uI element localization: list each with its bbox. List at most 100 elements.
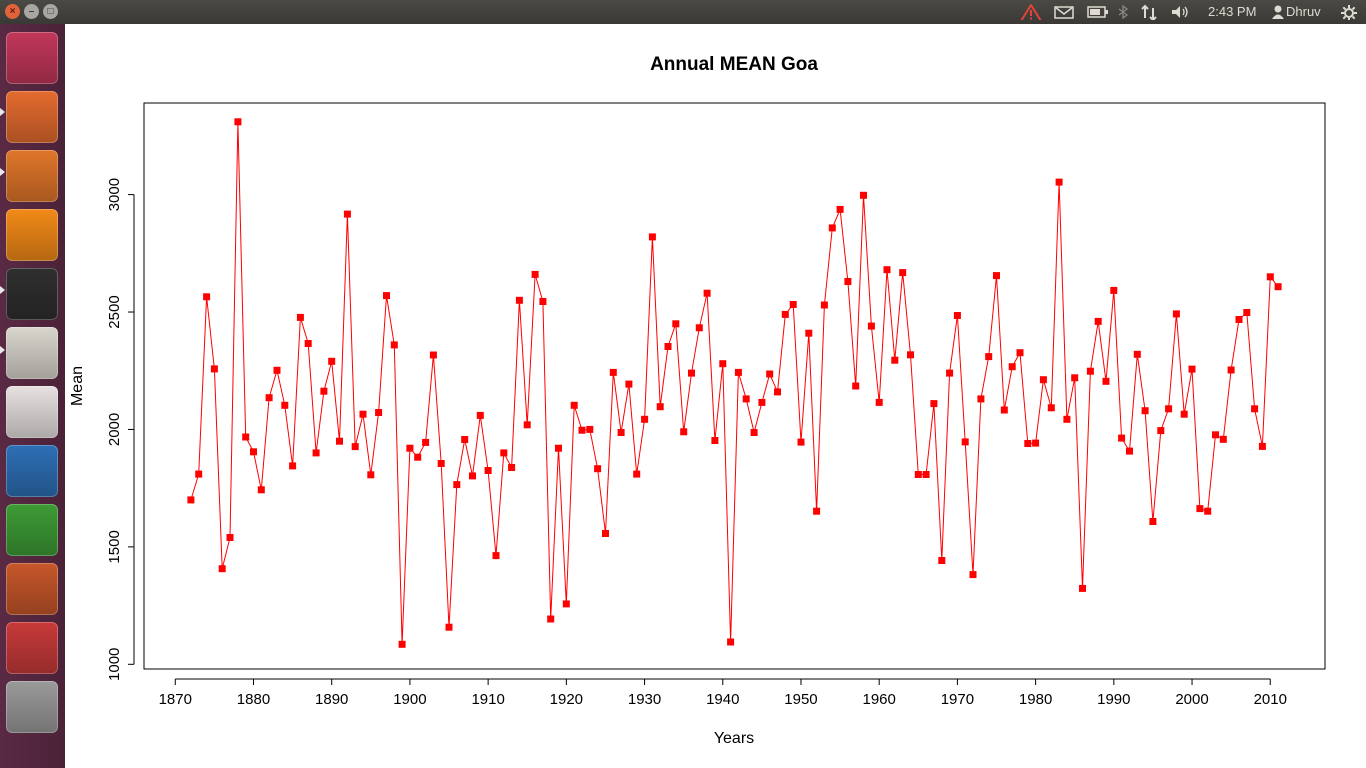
maximize-window-button[interactable]: □ xyxy=(43,4,58,19)
data-point xyxy=(328,357,336,365)
data-point xyxy=(484,467,492,474)
x-tick-label: 1940 xyxy=(706,691,739,708)
data-point xyxy=(617,429,625,436)
data-point xyxy=(899,269,907,277)
help-icon[interactable] xyxy=(6,681,58,733)
close-window-button[interactable]: × xyxy=(5,4,20,19)
document-viewer-icon[interactable] xyxy=(6,386,58,438)
impress-icon[interactable] xyxy=(6,563,58,615)
data-point xyxy=(273,366,281,374)
mail-icon[interactable] xyxy=(1054,4,1074,20)
system-settings-icon[interactable] xyxy=(6,622,58,674)
bluetooth-icon[interactable] xyxy=(1117,4,1129,20)
gear-icon[interactable] xyxy=(1340,4,1358,20)
data-point xyxy=(914,471,922,478)
data-point xyxy=(781,310,789,318)
data-point xyxy=(195,470,203,478)
data-point xyxy=(437,460,445,467)
data-point xyxy=(343,210,351,218)
data-point xyxy=(406,444,414,452)
data-point xyxy=(1055,178,1063,186)
ubuntu-dash-icon[interactable] xyxy=(6,32,58,84)
data-point xyxy=(1227,366,1235,374)
data-point xyxy=(453,481,461,489)
data-point xyxy=(1157,427,1165,435)
data-point xyxy=(492,552,500,560)
data-point xyxy=(813,507,821,515)
data-point xyxy=(1133,350,1141,358)
data-point xyxy=(946,369,954,377)
data-point xyxy=(883,266,891,274)
data-point xyxy=(1000,406,1008,414)
warning-icon[interactable] xyxy=(1020,4,1042,20)
data-point xyxy=(312,449,320,457)
data-point xyxy=(304,340,312,347)
data-point xyxy=(1032,439,1040,447)
data-point xyxy=(508,464,516,471)
minimize-window-button[interactable]: – xyxy=(24,4,39,19)
user-name[interactable]: Dhruv xyxy=(1286,4,1321,19)
data-point xyxy=(1063,415,1071,423)
data-point xyxy=(257,486,265,494)
data-point xyxy=(656,403,664,411)
y-axis-label: Mean xyxy=(69,366,86,406)
y-tick-label: 3000 xyxy=(106,178,123,211)
data-point xyxy=(461,436,469,443)
plot-frame xyxy=(143,102,1326,670)
running-indicator xyxy=(0,108,5,116)
data-point xyxy=(515,296,523,304)
data-point xyxy=(734,368,742,376)
data-point xyxy=(844,278,852,285)
launcher xyxy=(0,24,65,768)
data-point xyxy=(351,443,359,451)
data-point xyxy=(969,571,977,579)
data-point xyxy=(953,312,961,319)
battery-icon[interactable] xyxy=(1087,4,1109,20)
x-tick-label: 1900 xyxy=(393,691,426,708)
x-tick-label: 1880 xyxy=(237,691,270,708)
data-point xyxy=(695,324,703,332)
data-point xyxy=(774,388,781,396)
data-point xyxy=(1079,584,1086,592)
data-point xyxy=(836,205,844,213)
data-point xyxy=(703,289,711,297)
vlc-icon[interactable] xyxy=(6,209,58,261)
files-icon[interactable] xyxy=(6,91,58,143)
data-point xyxy=(985,353,993,361)
data-point xyxy=(570,401,578,409)
text-editor-icon[interactable] xyxy=(6,327,58,379)
x-tick-label: 1960 xyxy=(863,691,896,708)
running-indicator xyxy=(0,286,5,294)
clock-time[interactable]: 2:43 PM xyxy=(1208,4,1257,19)
data-point xyxy=(1188,365,1196,373)
y-tick-label: 2000 xyxy=(106,413,123,446)
data-point xyxy=(531,270,539,278)
data-point xyxy=(289,462,297,470)
data-point xyxy=(296,313,304,321)
data-point xyxy=(203,293,211,301)
data-point xyxy=(1251,405,1259,413)
data-point xyxy=(867,322,875,330)
chart-title: Annual MEAN Goa xyxy=(650,54,818,75)
writer-icon[interactable] xyxy=(6,445,58,497)
x-tick-label: 1890 xyxy=(315,691,348,708)
data-point xyxy=(476,411,484,419)
data-point xyxy=(828,224,836,232)
data-point xyxy=(414,453,422,461)
data-points xyxy=(187,118,1282,648)
data-point xyxy=(930,400,938,408)
data-point xyxy=(977,395,985,403)
running-indicator xyxy=(0,168,5,176)
data-point xyxy=(1016,349,1024,357)
data-point xyxy=(789,301,797,308)
data-point xyxy=(672,320,680,328)
terminal-icon[interactable] xyxy=(6,268,58,320)
calc-icon[interactable] xyxy=(6,504,58,556)
y-tick-label: 2500 xyxy=(106,295,123,328)
data-point xyxy=(1008,363,1016,371)
volume-icon[interactable] xyxy=(1170,4,1192,20)
firefox-icon[interactable] xyxy=(6,150,58,202)
network-icon[interactable] xyxy=(1140,4,1158,20)
data-point xyxy=(250,448,257,456)
data-point xyxy=(586,425,594,433)
